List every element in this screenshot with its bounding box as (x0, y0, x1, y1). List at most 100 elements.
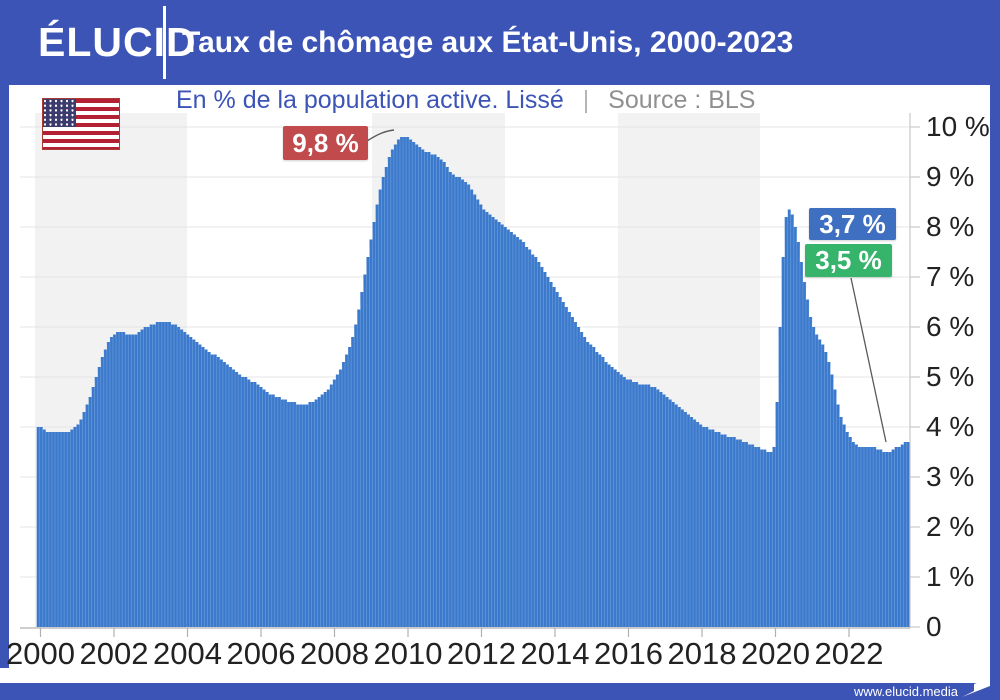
bar (629, 379, 632, 627)
bar (391, 149, 394, 627)
bar (58, 432, 61, 627)
bar (739, 439, 742, 627)
bar (247, 379, 251, 627)
bar (635, 382, 638, 627)
bar (403, 137, 406, 627)
bar (736, 439, 739, 627)
y-tick-label: 8 % (926, 211, 975, 242)
y-tick-label: 0 (926, 611, 942, 642)
bar (733, 437, 736, 627)
bar (684, 412, 687, 627)
bar (708, 429, 712, 627)
bar (134, 334, 138, 627)
x-tick-label: 2016 (594, 636, 663, 671)
right-border-strip (990, 85, 1000, 683)
bar (360, 292, 363, 627)
bar (510, 232, 513, 627)
bar (82, 412, 86, 627)
bar (342, 362, 345, 627)
bar (760, 449, 763, 627)
bar (85, 404, 89, 627)
bar (583, 337, 586, 627)
bar (443, 162, 446, 627)
bar (427, 152, 431, 627)
bar (540, 267, 544, 627)
bar (67, 432, 70, 627)
y-tick-label: 4 % (926, 411, 975, 442)
bar (885, 452, 889, 627)
bar (156, 322, 159, 627)
bar (104, 349, 107, 627)
bar (726, 437, 730, 627)
bar (458, 177, 461, 627)
bar (46, 432, 49, 627)
bar (330, 384, 333, 627)
bar (76, 424, 80, 627)
bar (901, 444, 904, 627)
bar (568, 312, 571, 627)
bar (730, 437, 733, 627)
bar (711, 429, 715, 627)
us-flag-icon (42, 98, 120, 150)
bar (781, 257, 785, 627)
bar (653, 387, 657, 627)
bar (116, 332, 119, 627)
bar (525, 247, 528, 627)
bar (250, 382, 254, 627)
bar (64, 432, 67, 627)
bar (412, 142, 415, 627)
bar (235, 372, 238, 627)
bar (754, 447, 757, 627)
bar (265, 392, 269, 627)
bar (836, 404, 840, 627)
bar (586, 342, 589, 627)
bar (488, 214, 492, 627)
bar (641, 384, 644, 627)
bar (244, 377, 247, 627)
bar (723, 434, 727, 627)
bar (406, 137, 409, 627)
bar (98, 367, 101, 627)
bar (366, 257, 370, 627)
bar (88, 397, 92, 627)
bar (473, 194, 476, 627)
bar (61, 432, 64, 627)
bar (159, 322, 162, 627)
bar (381, 177, 385, 627)
bar (806, 299, 809, 627)
bar (149, 324, 153, 627)
bar (217, 357, 220, 627)
bar (375, 204, 379, 627)
y-tick-label: 6 % (926, 311, 975, 342)
bar (589, 344, 592, 627)
bar (870, 447, 873, 627)
bar (415, 144, 418, 627)
bar (464, 182, 467, 627)
bar (37, 427, 40, 627)
bar (574, 322, 577, 627)
bar (818, 339, 821, 627)
bar (476, 199, 479, 627)
subtitle-separator: | (582, 86, 590, 114)
bar (174, 324, 177, 627)
bar (207, 352, 211, 627)
bar (302, 404, 305, 627)
bar (119, 332, 122, 627)
bar (168, 322, 171, 627)
bar (272, 394, 275, 627)
footer-bar: www.elucid.media (0, 670, 1000, 700)
bar (421, 149, 425, 627)
x-tick-label: 2014 (520, 636, 590, 671)
bar (797, 242, 800, 627)
bar (543, 272, 547, 627)
bar (687, 414, 690, 627)
bar (769, 452, 773, 627)
bar (388, 157, 391, 627)
bar (809, 317, 812, 627)
bar (516, 237, 519, 627)
bar (662, 394, 666, 627)
bar (714, 432, 718, 627)
bar (745, 442, 748, 627)
bar (690, 417, 693, 627)
bar (314, 399, 318, 627)
